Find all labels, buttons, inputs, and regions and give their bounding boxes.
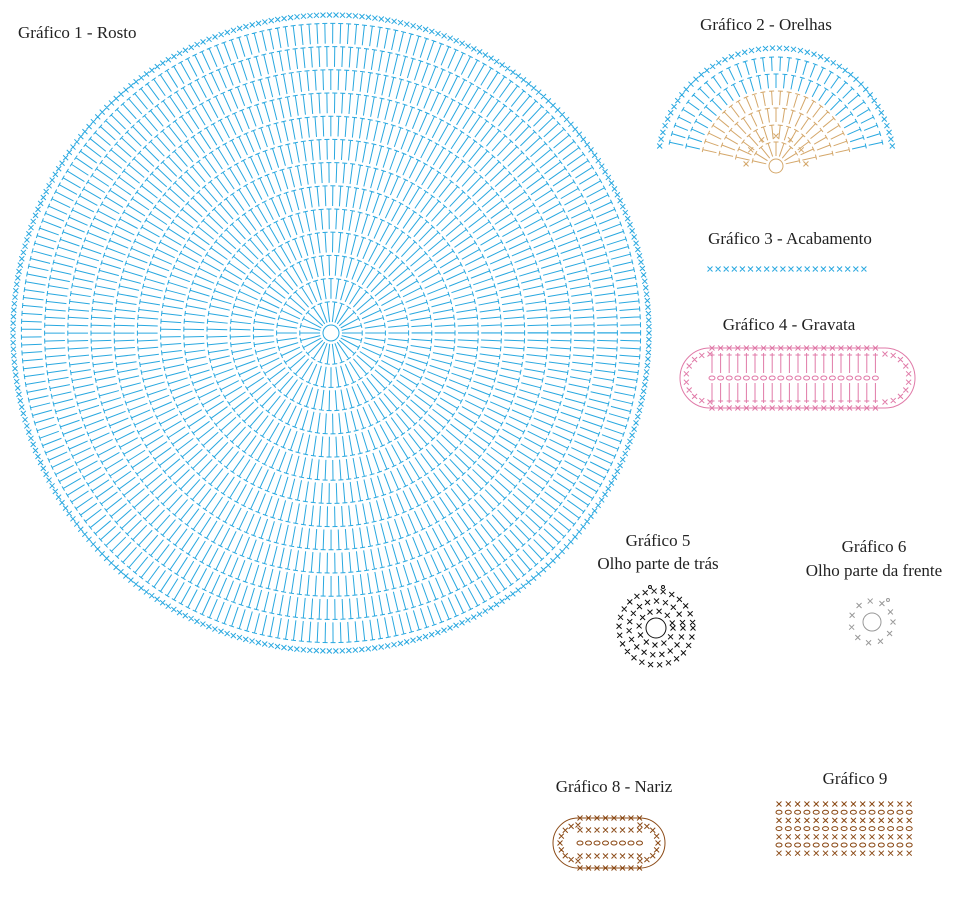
ear-stitches-inner (701, 90, 851, 174)
eye-back-stitches (616, 585, 696, 668)
chart-title: Gráfico 5 (626, 531, 691, 550)
eye-front-stitches (848, 598, 896, 646)
tie-stitches (679, 345, 916, 411)
chart-title: Gráfico 9 (823, 769, 888, 788)
chart-subtitle: Olho parte de trás (597, 554, 718, 573)
chart-title: Gráfico 2 - Orelhas (700, 15, 832, 34)
face-stitches (10, 12, 652, 654)
chart-title: Gráfico 4 - Gravata (723, 315, 856, 334)
chart9-stitches (775, 801, 913, 857)
chart-title: Gráfico 3 - Acabamento (708, 229, 872, 248)
chart-title: Gráfico 1 - Rosto (18, 23, 137, 42)
finishing-stitches (707, 266, 867, 272)
ear-stitches-outer (656, 45, 896, 150)
nose-stitches (552, 815, 666, 871)
chart-title: Gráfico 6 (842, 537, 907, 556)
chart-title: Gráfico 8 - Nariz (556, 777, 673, 796)
chart-subtitle: Olho parte da frente (806, 561, 942, 580)
